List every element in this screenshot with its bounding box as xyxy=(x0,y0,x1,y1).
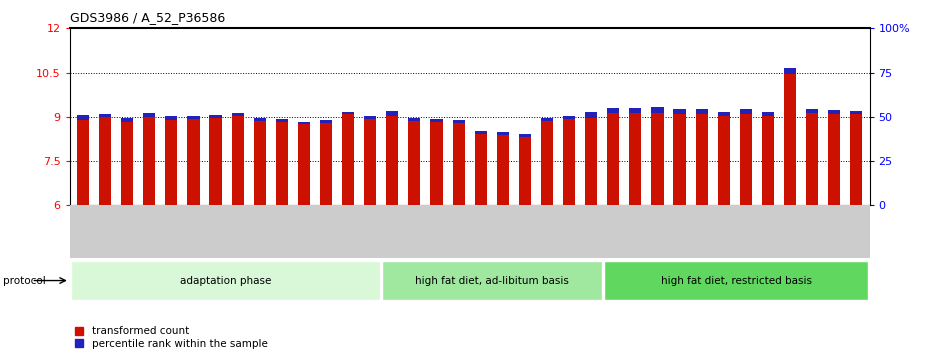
Text: GDS3986 / A_52_P36586: GDS3986 / A_52_P36586 xyxy=(70,11,225,24)
Bar xyxy=(696,109,708,114)
Bar xyxy=(382,261,602,300)
Text: protocol: protocol xyxy=(3,275,46,286)
Bar xyxy=(408,121,420,205)
Bar xyxy=(806,113,818,205)
Bar xyxy=(232,113,244,116)
Bar xyxy=(630,113,642,205)
Bar xyxy=(604,261,869,300)
Bar xyxy=(232,116,244,205)
Bar xyxy=(718,113,730,116)
Bar xyxy=(828,110,841,114)
Bar xyxy=(453,120,465,123)
Bar xyxy=(563,119,575,205)
Bar xyxy=(541,121,553,205)
Bar xyxy=(630,108,642,113)
Bar xyxy=(497,132,509,135)
Bar xyxy=(365,116,377,119)
Bar xyxy=(166,120,178,205)
Bar xyxy=(673,109,685,114)
Text: adaptation phase: adaptation phase xyxy=(179,275,271,286)
Bar xyxy=(298,124,310,205)
Bar xyxy=(71,261,379,300)
Bar xyxy=(143,118,155,205)
Bar xyxy=(696,114,708,205)
Bar xyxy=(254,118,266,121)
Bar xyxy=(541,118,553,121)
Bar xyxy=(209,118,221,205)
Bar xyxy=(784,74,796,205)
Bar xyxy=(209,115,221,118)
Bar xyxy=(453,123,465,205)
Bar xyxy=(77,120,89,205)
Bar xyxy=(519,134,531,137)
Bar xyxy=(828,114,841,205)
Legend: transformed count, percentile rank within the sample: transformed count, percentile rank withi… xyxy=(75,326,268,349)
Bar xyxy=(806,109,818,113)
Bar xyxy=(143,113,155,118)
Bar xyxy=(607,108,619,113)
Bar xyxy=(188,116,200,119)
Bar xyxy=(784,68,796,74)
Bar xyxy=(320,120,332,123)
Bar xyxy=(254,121,266,205)
Bar xyxy=(276,119,288,122)
Text: high fat diet, ad-libitum basis: high fat diet, ad-libitum basis xyxy=(415,275,569,286)
Bar xyxy=(166,116,178,120)
Bar xyxy=(276,122,288,205)
Bar xyxy=(99,114,112,118)
Bar xyxy=(585,118,597,205)
Text: high fat diet, restricted basis: high fat diet, restricted basis xyxy=(660,275,812,286)
Bar xyxy=(121,118,133,122)
Bar xyxy=(474,134,486,205)
Bar xyxy=(762,112,774,116)
Bar xyxy=(607,113,619,205)
Bar xyxy=(563,116,575,119)
Bar xyxy=(121,122,133,205)
Bar xyxy=(342,114,354,205)
Bar xyxy=(386,111,398,116)
Bar xyxy=(99,118,112,205)
Bar xyxy=(850,114,862,205)
Bar xyxy=(651,113,663,205)
Bar xyxy=(718,116,730,205)
Bar xyxy=(651,107,663,113)
Bar xyxy=(585,112,597,118)
Bar xyxy=(77,115,89,120)
Bar xyxy=(320,123,332,205)
Bar xyxy=(497,135,509,205)
Bar xyxy=(431,122,443,205)
Bar xyxy=(386,116,398,205)
Bar xyxy=(298,121,310,124)
Bar xyxy=(188,119,200,205)
Bar xyxy=(408,118,420,121)
Bar xyxy=(739,109,751,114)
Bar xyxy=(762,116,774,205)
Bar xyxy=(739,114,751,205)
Bar xyxy=(673,114,685,205)
Bar xyxy=(850,111,862,114)
Bar xyxy=(474,131,486,134)
Bar xyxy=(519,137,531,205)
Bar xyxy=(431,120,443,122)
Bar xyxy=(365,119,377,205)
Bar xyxy=(342,112,354,114)
